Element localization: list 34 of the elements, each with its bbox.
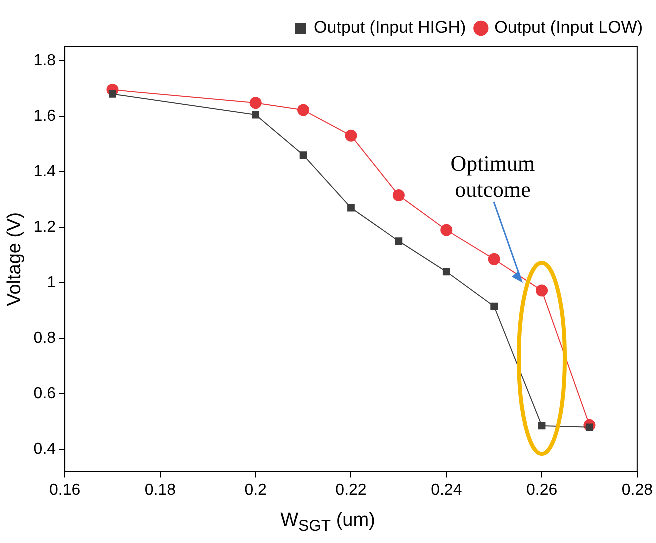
y-tick-label: 1.8 — [34, 52, 56, 70]
y-tick-label: 0.8 — [34, 330, 56, 347]
point — [536, 284, 548, 297]
point — [348, 204, 355, 212]
y-tick-label: 1.6 — [34, 108, 56, 125]
point — [538, 422, 546, 430]
annotation: Optimum outcome — [450, 150, 536, 202]
y-tick-label: 0.4 — [34, 440, 56, 458]
point — [440, 224, 453, 236]
point — [298, 104, 310, 116]
point — [345, 130, 358, 142]
point — [392, 190, 405, 202]
x-tick-label: 0.22 — [336, 482, 367, 499]
point — [395, 238, 403, 246]
y-tick-label: 1.4 — [34, 163, 56, 180]
x-tick-label: 0.28 — [622, 482, 654, 499]
x-axis-title: W$_{SGT}$ (um) — [280, 510, 376, 536]
x-tick-label: 0.24 — [431, 482, 462, 499]
x-tick-label: 0.18 — [144, 482, 176, 499]
x-tick-label: 0.26 — [526, 482, 558, 499]
point — [109, 90, 116, 98]
y-tick-label: 1.2 — [34, 218, 56, 236]
point — [490, 302, 498, 310]
x-tick-label: 0.16 — [49, 482, 81, 499]
y-tick-label: 0.6 — [34, 385, 56, 402]
legend-label: Output (Input LOW) — [494, 18, 644, 38]
legend-label: Output (Input HIGH) — [314, 18, 466, 38]
point — [442, 268, 450, 276]
point — [250, 97, 262, 110]
x-tick-label: 0.2 — [244, 482, 268, 499]
point — [252, 111, 260, 119]
y-axis-title: Voltage (V) — [4, 212, 26, 306]
y-tick-label: 1 — [47, 274, 56, 292]
point — [300, 152, 308, 159]
